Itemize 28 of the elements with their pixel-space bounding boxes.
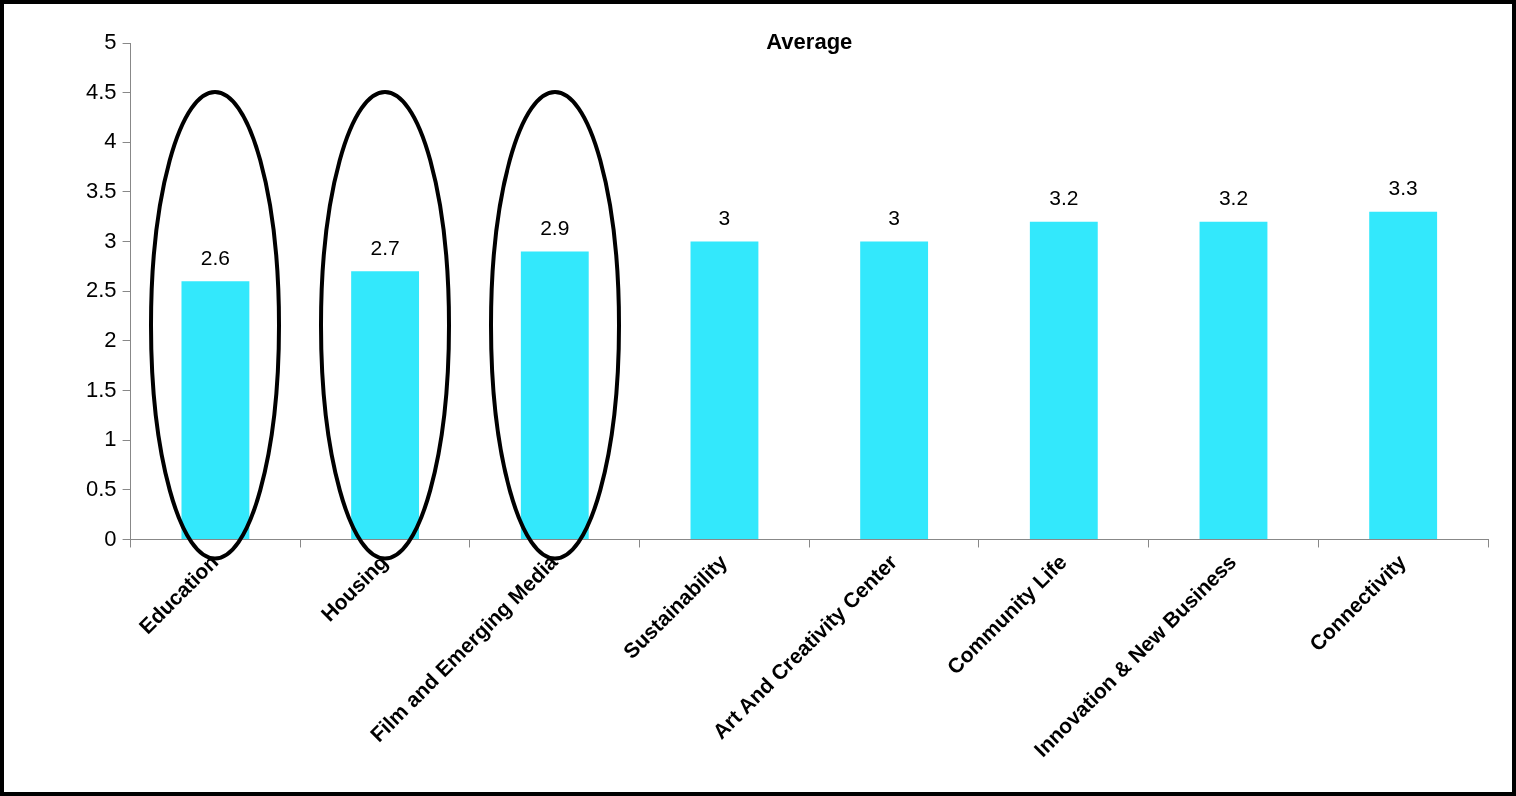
y-tick-label: 0.5 <box>85 475 117 501</box>
bar <box>520 251 589 539</box>
y-tick-label: 3.5 <box>85 178 117 203</box>
y-tick-label: 4.5 <box>85 78 117 104</box>
data-label: 3.2 <box>1218 186 1249 210</box>
data-label: 2.6 <box>200 245 231 269</box>
bar <box>1029 221 1098 539</box>
data-label: 3.2 <box>1049 186 1079 210</box>
data-label: 3 <box>888 205 900 229</box>
y-tick-label: 1 <box>104 426 117 452</box>
y-tick-label: 2 <box>104 326 117 352</box>
bar <box>181 281 250 539</box>
y-tick-label: 2.5 <box>85 277 117 303</box>
bar <box>351 271 420 539</box>
bar <box>690 241 759 539</box>
y-tick-label: 1.5 <box>85 376 117 402</box>
data-label: 3 <box>718 205 731 229</box>
bar <box>860 241 929 539</box>
y-tick-label: 3 <box>104 227 117 253</box>
bar <box>1199 221 1268 539</box>
y-tick-label: 4 <box>104 128 117 154</box>
y-tick-label: 5 <box>104 29 117 55</box>
data-label: 3.3 <box>1388 176 1418 200</box>
y-tick-label: 0 <box>104 525 117 551</box>
bar <box>1369 211 1438 539</box>
chart-title: Average <box>766 29 853 55</box>
data-label: 2.7 <box>370 235 400 259</box>
data-label: 2.9 <box>540 215 570 239</box>
